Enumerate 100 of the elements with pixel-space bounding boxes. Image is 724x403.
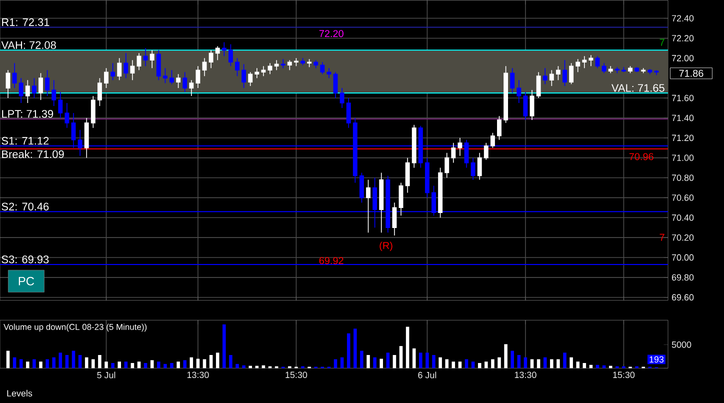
candlestick [38, 72, 43, 100]
bar [111, 363, 114, 368]
bar [118, 362, 121, 368]
y-tick-label: 69.80 [672, 274, 694, 281]
candlestick [654, 70, 659, 76]
candlestick [6, 70, 10, 98]
candlestick [477, 152, 482, 180]
y-tick-label: 70.00 [672, 254, 694, 261]
candlestick [182, 72, 188, 92]
annotation: 70.96 [629, 153, 654, 160]
candlestick [294, 58, 298, 67]
bar [550, 359, 554, 368]
candlestick [156, 50, 161, 80]
bar [399, 346, 403, 368]
candlestick [641, 68, 646, 74]
candlestick [268, 62, 272, 74]
bar [536, 359, 540, 368]
ref-line-label: S1: 71.12 [2, 136, 49, 145]
candlestick [484, 142, 488, 160]
bar [164, 364, 167, 368]
bar [242, 365, 246, 368]
candlestick [300, 58, 305, 66]
candlestick [326, 68, 332, 78]
annotation: 72.20 [319, 30, 344, 38]
x-tick-label: 13:30 [187, 372, 209, 378]
candlestick [64, 102, 70, 128]
ref-line-label: VAH: 72.08 [1, 41, 56, 49]
candlestick [215, 46, 220, 61]
y-tick-label: 71.60 [672, 94, 694, 102]
text: Levels [7, 390, 32, 396]
annotation: PC [18, 276, 34, 286]
bar [510, 350, 514, 368]
bar [484, 362, 488, 368]
y-tick-label: 69.60 [672, 294, 694, 301]
bar [65, 355, 69, 368]
candlestick [392, 202, 397, 236]
candlestick [366, 179, 370, 233]
bar [556, 359, 560, 368]
bar [432, 355, 436, 368]
bar [19, 359, 23, 368]
y-tick-label: 72.40 [672, 15, 694, 22]
candlestick [261, 66, 266, 76]
candlestick [32, 78, 36, 98]
bar [92, 359, 95, 368]
bar [530, 359, 534, 368]
candlestick [97, 78, 102, 106]
candlestick [444, 152, 450, 178]
y-tick-label: 71.20 [672, 134, 694, 142]
bar [504, 344, 508, 368]
x-tick-label: 5 Jul [97, 372, 116, 378]
candlestick [235, 58, 240, 76]
candlestick [25, 80, 30, 104]
bar [471, 362, 475, 368]
candlestick [562, 60, 567, 86]
candlestick [12, 62, 17, 88]
candlestick [458, 137, 462, 156]
candlestick [424, 157, 430, 198]
y-tick-label: 70.40 [672, 214, 694, 221]
bar [498, 357, 501, 368]
candlestick [556, 66, 560, 80]
y-tick-label: 5000 [672, 341, 692, 348]
candlestick [18, 78, 24, 104]
bar [426, 352, 429, 368]
candlestick [569, 62, 574, 84]
bar [406, 326, 410, 368]
candlestick [576, 58, 580, 72]
bar [170, 363, 174, 368]
bar [458, 362, 462, 368]
candlestick [170, 70, 174, 84]
bar [452, 362, 456, 368]
candlestick [202, 58, 207, 76]
bar [491, 359, 494, 368]
candlestick [130, 60, 135, 80]
bar [445, 359, 448, 368]
bar [608, 366, 612, 368]
chart-title: Volume up down(CL 08-23 (5 Minute)) [4, 324, 147, 332]
bar [202, 359, 206, 368]
candlestick [189, 80, 194, 96]
bar [229, 355, 232, 368]
candlestick [208, 50, 214, 69]
candlestick [84, 118, 89, 158]
bar [380, 358, 383, 368]
candlestick [549, 70, 554, 86]
candlestick [621, 66, 626, 72]
candlestick [340, 88, 344, 108]
candlestick [536, 72, 541, 98]
candlestick [451, 142, 456, 164]
bar [26, 362, 30, 368]
candlestick [280, 58, 286, 69]
candlestick [124, 52, 128, 78]
data-label: 193 [650, 356, 664, 363]
ref-line-label: LPT: 71.39 [2, 110, 54, 118]
bar [137, 362, 141, 368]
candlestick [320, 62, 325, 74]
bar [209, 355, 213, 368]
candlestick [196, 66, 200, 88]
x-tick-label: 15:30 [286, 372, 308, 378]
candlestick [648, 68, 652, 74]
candlestick [516, 80, 522, 104]
bar [346, 333, 350, 368]
